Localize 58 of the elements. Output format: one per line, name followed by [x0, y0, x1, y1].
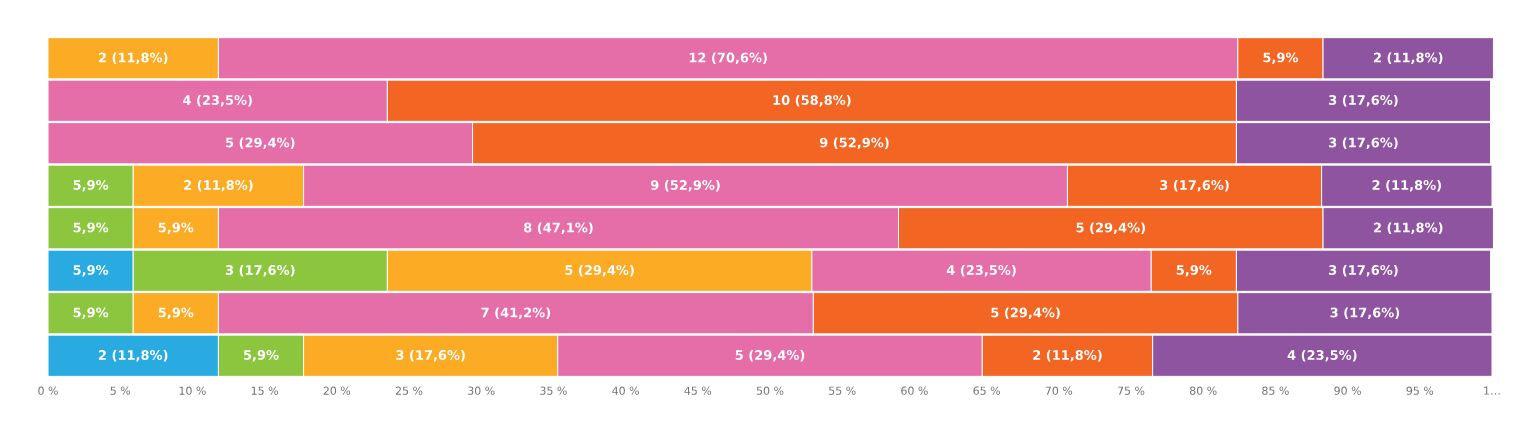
x-tick-label: 55 % [829, 386, 856, 395]
x-tick-label: 30 % [468, 386, 495, 395]
data-label: 5,9% [1263, 52, 1299, 65]
x-tick-label: 45 % [684, 386, 712, 395]
x-tick-label: 25 % [395, 386, 423, 395]
data-label: 3 (17,6%) [1330, 307, 1400, 320]
x-tick-label: 10 % [179, 386, 206, 395]
data-label: 12 (70,6%) [689, 52, 767, 65]
data-label: 2 (11,8%) [98, 52, 168, 65]
data-label: 8 (47,1%) [523, 222, 593, 235]
data-label: 5,9% [1176, 265, 1212, 277]
data-label: 2 (11,8%) [1374, 222, 1443, 235]
data-label: 4 (23,5%) [1287, 349, 1357, 362]
data-label: 5 (29,4%) [1076, 222, 1145, 235]
x-tick-label: 60 % [901, 386, 928, 395]
data-label: 3 (17,6%) [1329, 264, 1398, 277]
x-tick-label: 95 % [1406, 386, 1434, 395]
data-label: 7 (41,2%) [481, 307, 551, 320]
data-label: 9 (52,9%) [819, 137, 889, 150]
x-tick-label: 0 % [38, 386, 58, 395]
data-label: 3 (17,6%) [1329, 137, 1398, 150]
data-label: 2 (11,8%) [98, 349, 168, 362]
data-label: 2 (11,8%) [1374, 52, 1443, 65]
data-label: 3 (17,6%) [1329, 94, 1398, 107]
data-label: 5 (29,4%) [735, 349, 805, 362]
data-label: 2 (11,8%) [184, 179, 253, 192]
x-tick-label: 5 % [110, 386, 131, 395]
data-label: 3 (17,6%) [225, 264, 295, 277]
data-label: 10 (58,8%) [773, 94, 851, 107]
data-label: 5,9% [73, 265, 109, 277]
x-tick-label: 40 % [612, 386, 639, 395]
x-tick-label: 15 % [251, 386, 278, 395]
data-label: 5 (29,4%) [226, 137, 295, 150]
data-label: 3 (17,6%) [1160, 179, 1229, 192]
data-label: 5,9% [243, 350, 279, 362]
data-label: 5,9% [158, 307, 194, 319]
data-label: 5,9% [73, 222, 109, 234]
x-tick-label: 90 % [1334, 386, 1361, 395]
data-label: 4 (23,5%) [946, 264, 1016, 277]
x-tick-label: 1… [1484, 386, 1500, 395]
x-tick-label: 35 % [540, 386, 567, 395]
data-label: 2 (11,8%) [1372, 179, 1441, 192]
data-label: 5 (29,4%) [991, 307, 1060, 320]
data-label: 5,9% [73, 307, 109, 319]
x-tick-label: 80 % [1189, 386, 1217, 395]
x-tick-label: 75 % [1117, 386, 1145, 395]
data-label: 5,9% [73, 180, 109, 192]
x-tick-label: 70 % [1045, 386, 1073, 395]
data-label: 5,9% [158, 222, 194, 234]
data-label: 5 (29,4%) [565, 264, 634, 277]
data-label: 9 (52,9%) [650, 179, 720, 192]
data-label: 4 (23,5%) [182, 94, 252, 107]
x-tick-label: 50 % [756, 386, 784, 395]
x-tick-label: 85 % [1262, 386, 1289, 395]
data-label: 2 (11,8%) [1033, 349, 1102, 362]
x-tick-label: 20 % [323, 386, 351, 395]
x-tick-label: 65 % [973, 386, 1000, 395]
data-label: 3 (17,6%) [396, 349, 465, 362]
